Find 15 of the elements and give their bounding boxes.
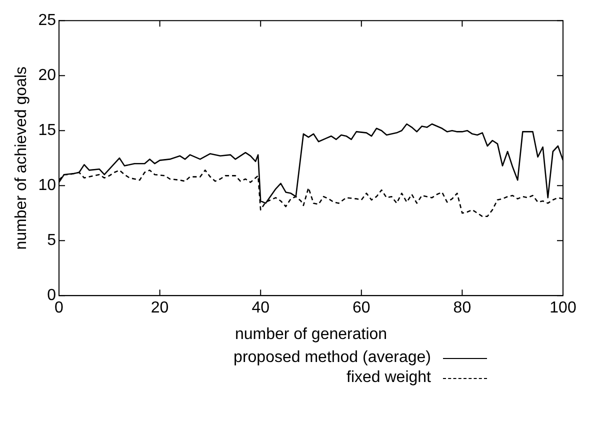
y-tick-label: 20 bbox=[38, 67, 56, 84]
y-tick-label: 0 bbox=[47, 287, 56, 304]
x-tick-label: 100 bbox=[550, 300, 576, 317]
legend-label: fixed weight bbox=[346, 368, 431, 388]
y-tick-label: 10 bbox=[38, 177, 56, 194]
y-tick-label: 15 bbox=[38, 122, 56, 140]
y-tick-label: 25 bbox=[38, 12, 56, 30]
legend-label: proposed method (average) bbox=[234, 348, 431, 368]
x-tick-label: 80 bbox=[453, 300, 472, 317]
x-tick-label: 20 bbox=[150, 300, 169, 317]
x-tick-label: 40 bbox=[252, 300, 270, 317]
y-tick-label: 5 bbox=[47, 232, 56, 250]
x-tick-label: 60 bbox=[352, 300, 370, 317]
y-axis-title: number of achieved goals bbox=[13, 66, 30, 250]
x-axis-title: number of generation bbox=[234, 326, 388, 343]
